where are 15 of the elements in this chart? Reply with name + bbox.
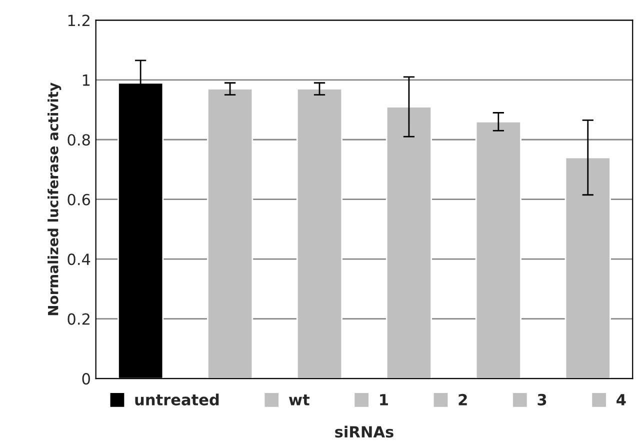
legend-label: untreated <box>135 394 219 406</box>
y-tick-label: 0.8 <box>68 134 90 146</box>
y-tick-label: 0 <box>82 373 90 385</box>
y-tick-label: 1 <box>82 74 90 86</box>
legend-label: wt <box>288 394 310 406</box>
y-tick-label: 1.2 <box>68 14 90 26</box>
x-axis-title: siRNAs <box>335 426 394 438</box>
legend-label: 1 <box>380 394 388 406</box>
legend-label: 4 <box>616 394 626 406</box>
legend-label: 2 <box>458 394 467 406</box>
y-axis-title: Normalized luciferase activity <box>48 82 62 316</box>
legend-label: 3 <box>538 394 546 406</box>
y-tick-label: 0.6 <box>68 194 90 206</box>
y-tick-label: 0.2 <box>68 313 90 325</box>
y-tick-label: 0.4 <box>68 254 90 266</box>
